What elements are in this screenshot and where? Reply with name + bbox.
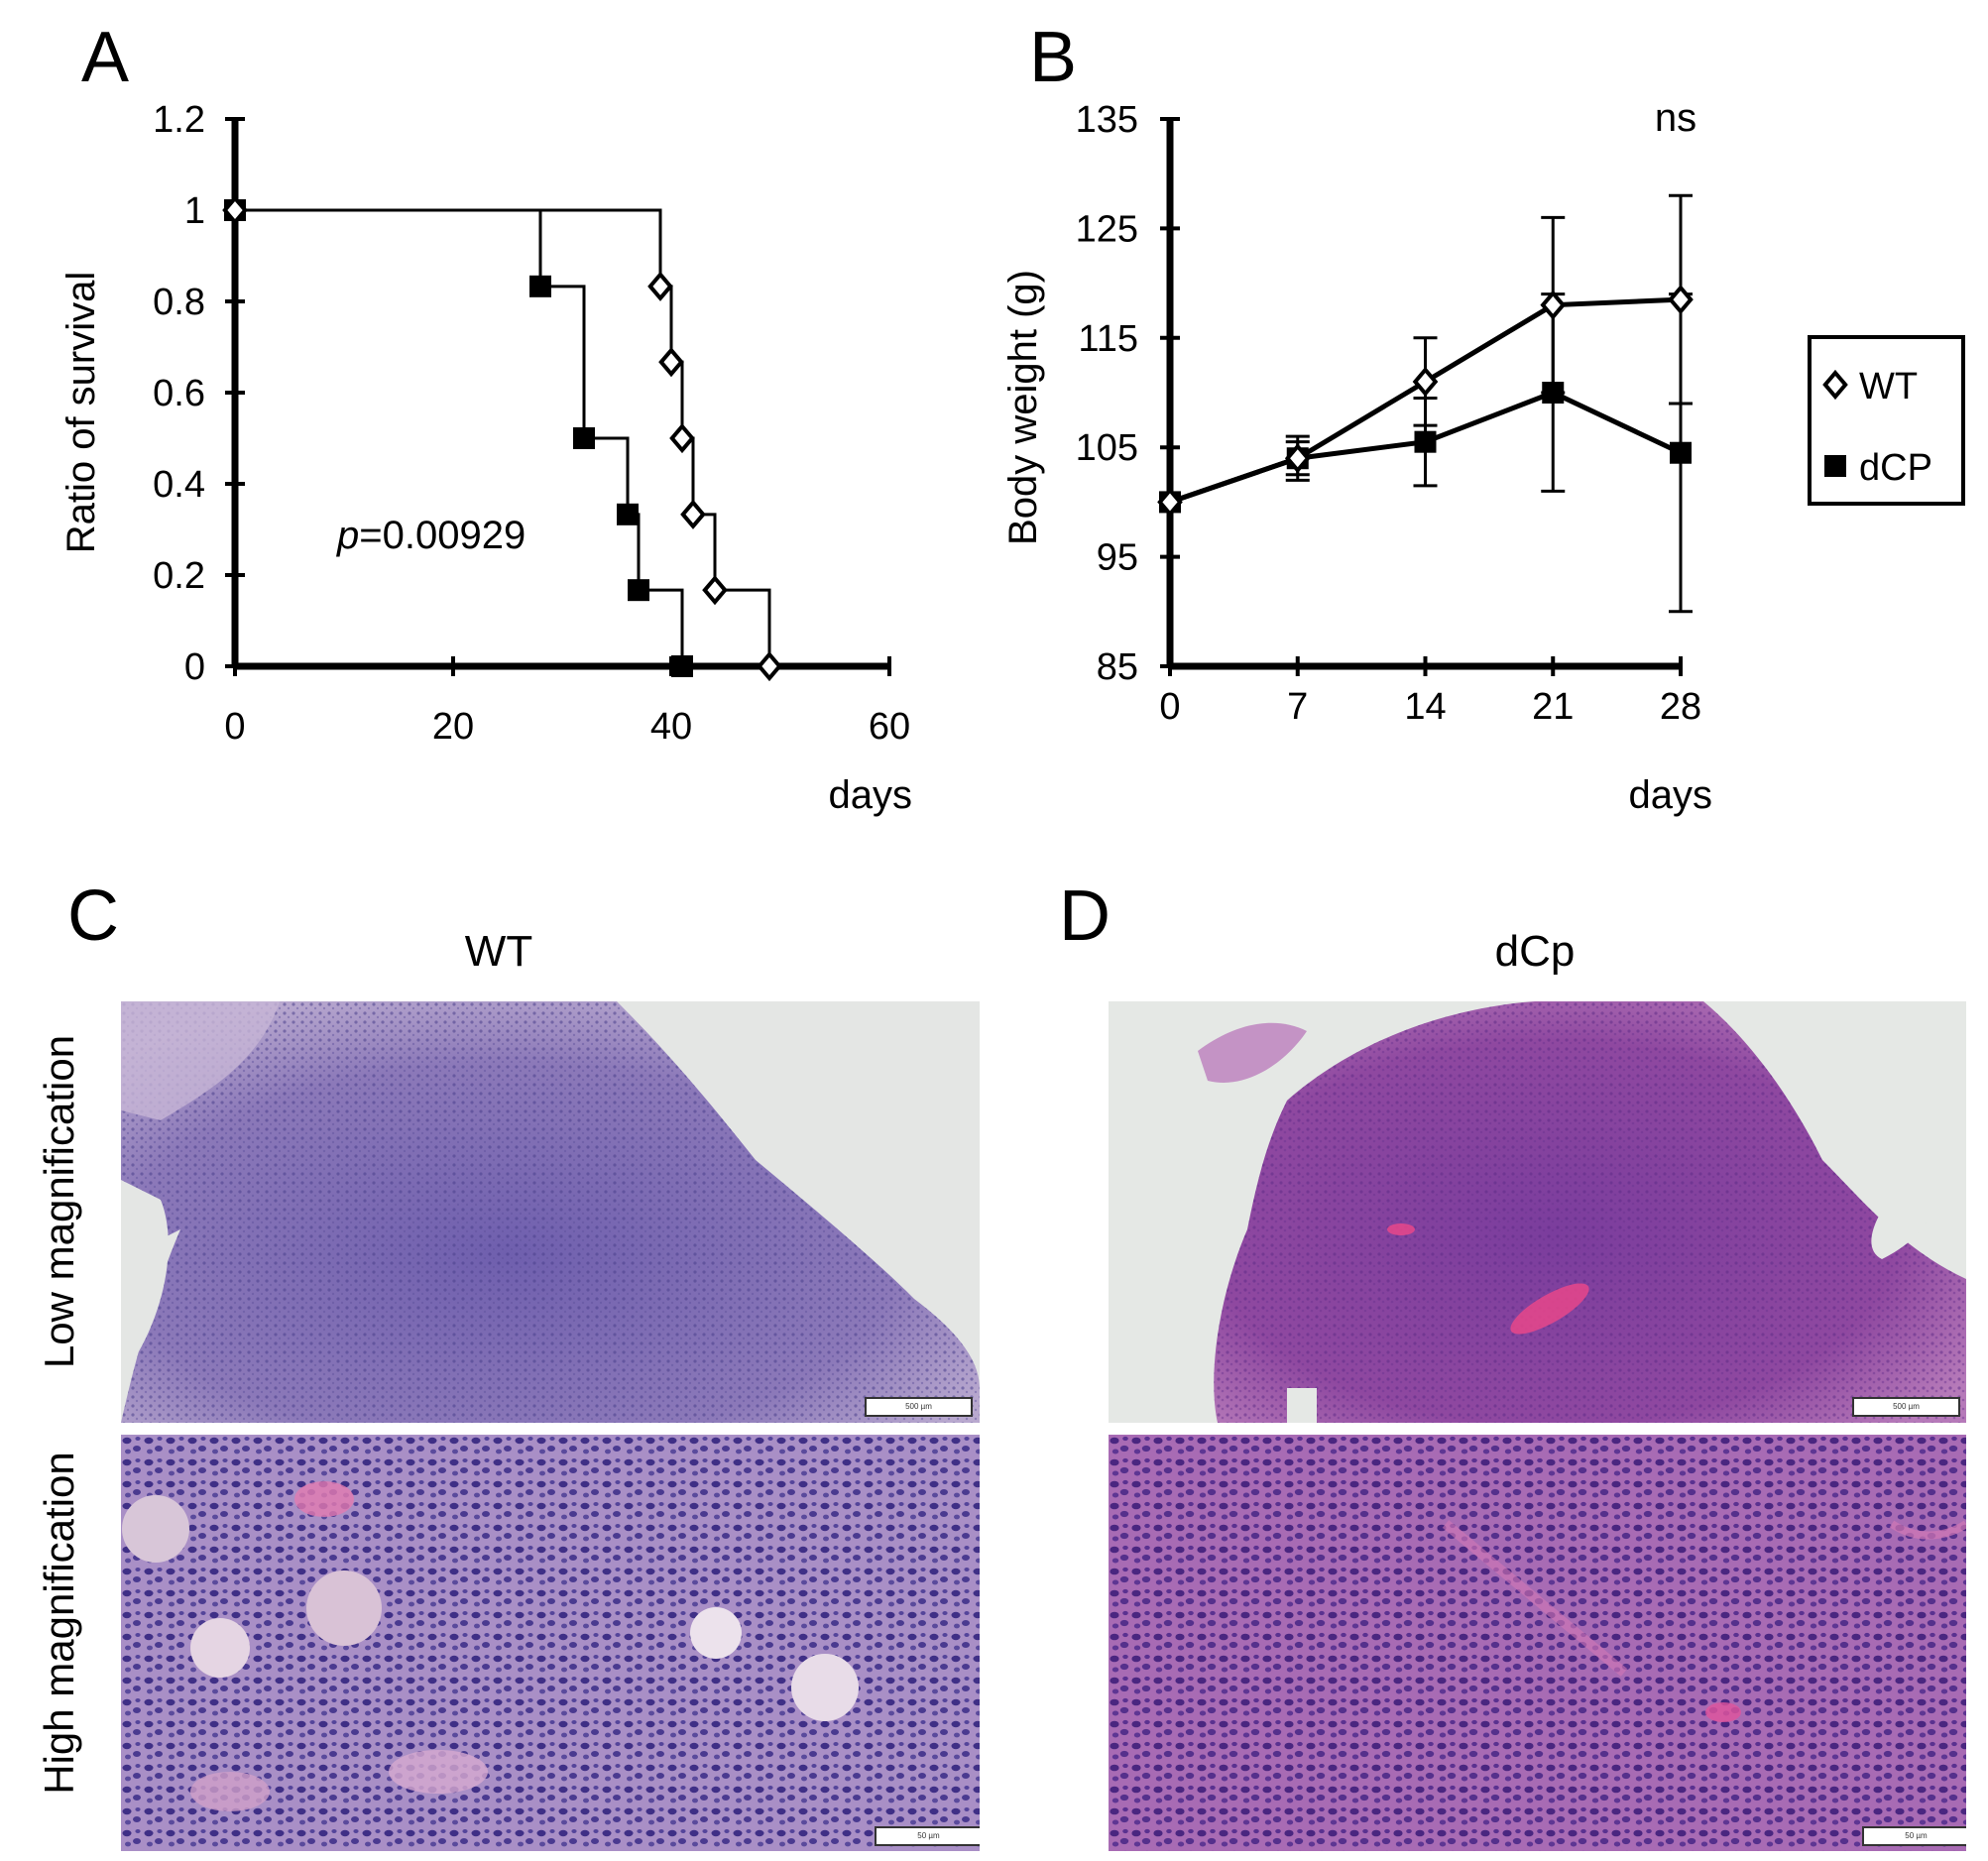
- scale-bar-dcp-low: 500 µm: [1852, 1397, 1960, 1417]
- col-title-wt: WT: [464, 927, 533, 976]
- survival-point: [669, 422, 695, 454]
- survival-point: [702, 575, 728, 606]
- weight-point: [1157, 487, 1183, 518]
- legend-marker: [1824, 455, 1846, 477]
- x-tick-label: 20: [432, 706, 474, 748]
- charts-svg: 0 0.2 0.4 0.6 0.8 1 1.2 0 20 40 60 days Ratio of sur…: [59, 96, 1965, 817]
- histology-dcp-low: 500 µm: [1109, 1001, 1966, 1423]
- survival-point: [671, 655, 693, 677]
- weight-point: [1412, 366, 1439, 398]
- row-label-high: High magnification: [36, 1452, 82, 1795]
- y-tick-label: 85: [1097, 646, 1138, 688]
- legend-label: WT: [1859, 366, 1918, 407]
- scale-bar-wt-low: 500 µm: [865, 1397, 973, 1417]
- legend: WT dCP: [1808, 335, 1965, 506]
- weight-point: [1284, 443, 1311, 474]
- survival-point: [757, 650, 782, 682]
- legend-marker: [1822, 369, 1848, 401]
- x-tick-label: 28: [1660, 686, 1701, 728]
- ns-annotation: ns: [1655, 96, 1696, 140]
- survival-chart: 0 0.2 0.4 0.6 0.8 1 1.2 0 20 40 60 days Ratio of sur…: [59, 99, 912, 817]
- y-axis-label: Ratio of survival: [59, 272, 103, 554]
- y-tick-label: 0: [184, 646, 205, 688]
- scale-bar-dcp-high: 50 µm: [1862, 1826, 1966, 1846]
- survival-point: [680, 499, 706, 529]
- y-tick-label: 95: [1097, 537, 1138, 579]
- y-tick-label: 0.8: [153, 282, 205, 323]
- legend-label: dCP: [1859, 447, 1932, 489]
- histology-wt-high: 50 µm: [121, 1435, 980, 1851]
- histology-wt-high-image: [121, 1435, 980, 1851]
- y-axis-label: Body weight (g): [1001, 270, 1045, 545]
- x-axis-label: days: [829, 773, 913, 817]
- survival-point: [658, 347, 684, 378]
- p-value-annotation: p=0.00929: [336, 514, 526, 557]
- histology-wt-low-image: [121, 1001, 980, 1423]
- histology-dcp-low-image: [1109, 1001, 1966, 1423]
- weight-point: [1670, 441, 1692, 464]
- y-tick-label: 115: [1078, 318, 1138, 360]
- panel-letter-b: B: [1029, 18, 1078, 97]
- survival-point: [647, 271, 673, 301]
- x-axis-label: days: [1629, 773, 1713, 817]
- col-title-dcp: dCp: [1494, 927, 1576, 976]
- y-tick-label: 0.2: [153, 555, 205, 597]
- x-tick-label: 21: [1532, 686, 1574, 728]
- histology-dcp-high: 50 µm: [1109, 1435, 1966, 1851]
- weight-point: [1540, 290, 1567, 320]
- y-tick-label: 1.2: [153, 99, 205, 141]
- survival-line-1: [235, 208, 684, 666]
- y-tick-label: 125: [1076, 208, 1138, 250]
- weight-point: [1414, 430, 1437, 453]
- y-tick-label: 0.6: [153, 373, 205, 414]
- panel-letter-c: C: [67, 876, 119, 956]
- body-weight-chart: 85 95 105 115 125 135 0 7 14 21 28 days Body weight …: [1001, 96, 1965, 817]
- panel-letter-a: A: [81, 18, 130, 97]
- weight-point: [1542, 382, 1565, 404]
- survival-point: [573, 427, 595, 449]
- x-tick-label: 60: [869, 706, 910, 748]
- survival-point: [222, 194, 248, 226]
- x-tick-label: 7: [1287, 686, 1308, 728]
- scale-bar-wt-high: 50 µm: [875, 1826, 980, 1846]
- histology-dcp-high-image: [1109, 1435, 1966, 1851]
- x-tick-label: 0: [224, 706, 245, 748]
- x-tick-label: 0: [1159, 686, 1180, 728]
- survival-point: [617, 503, 639, 525]
- y-tick-label: 105: [1076, 427, 1138, 469]
- y-tick-label: 1: [184, 190, 205, 232]
- row-label-low: Low magnification: [36, 1034, 82, 1369]
- survival-point: [628, 579, 649, 602]
- y-tick-label: 135: [1076, 99, 1138, 141]
- y-tick-label: 0.4: [153, 464, 205, 506]
- weight-point: [1668, 285, 1694, 315]
- x-tick-label: 14: [1404, 686, 1446, 728]
- panel-letter-d: D: [1059, 876, 1111, 956]
- x-tick-label: 40: [650, 706, 692, 748]
- histology-wt-low: 500 µm: [121, 1001, 980, 1423]
- survival-point: [529, 275, 551, 297]
